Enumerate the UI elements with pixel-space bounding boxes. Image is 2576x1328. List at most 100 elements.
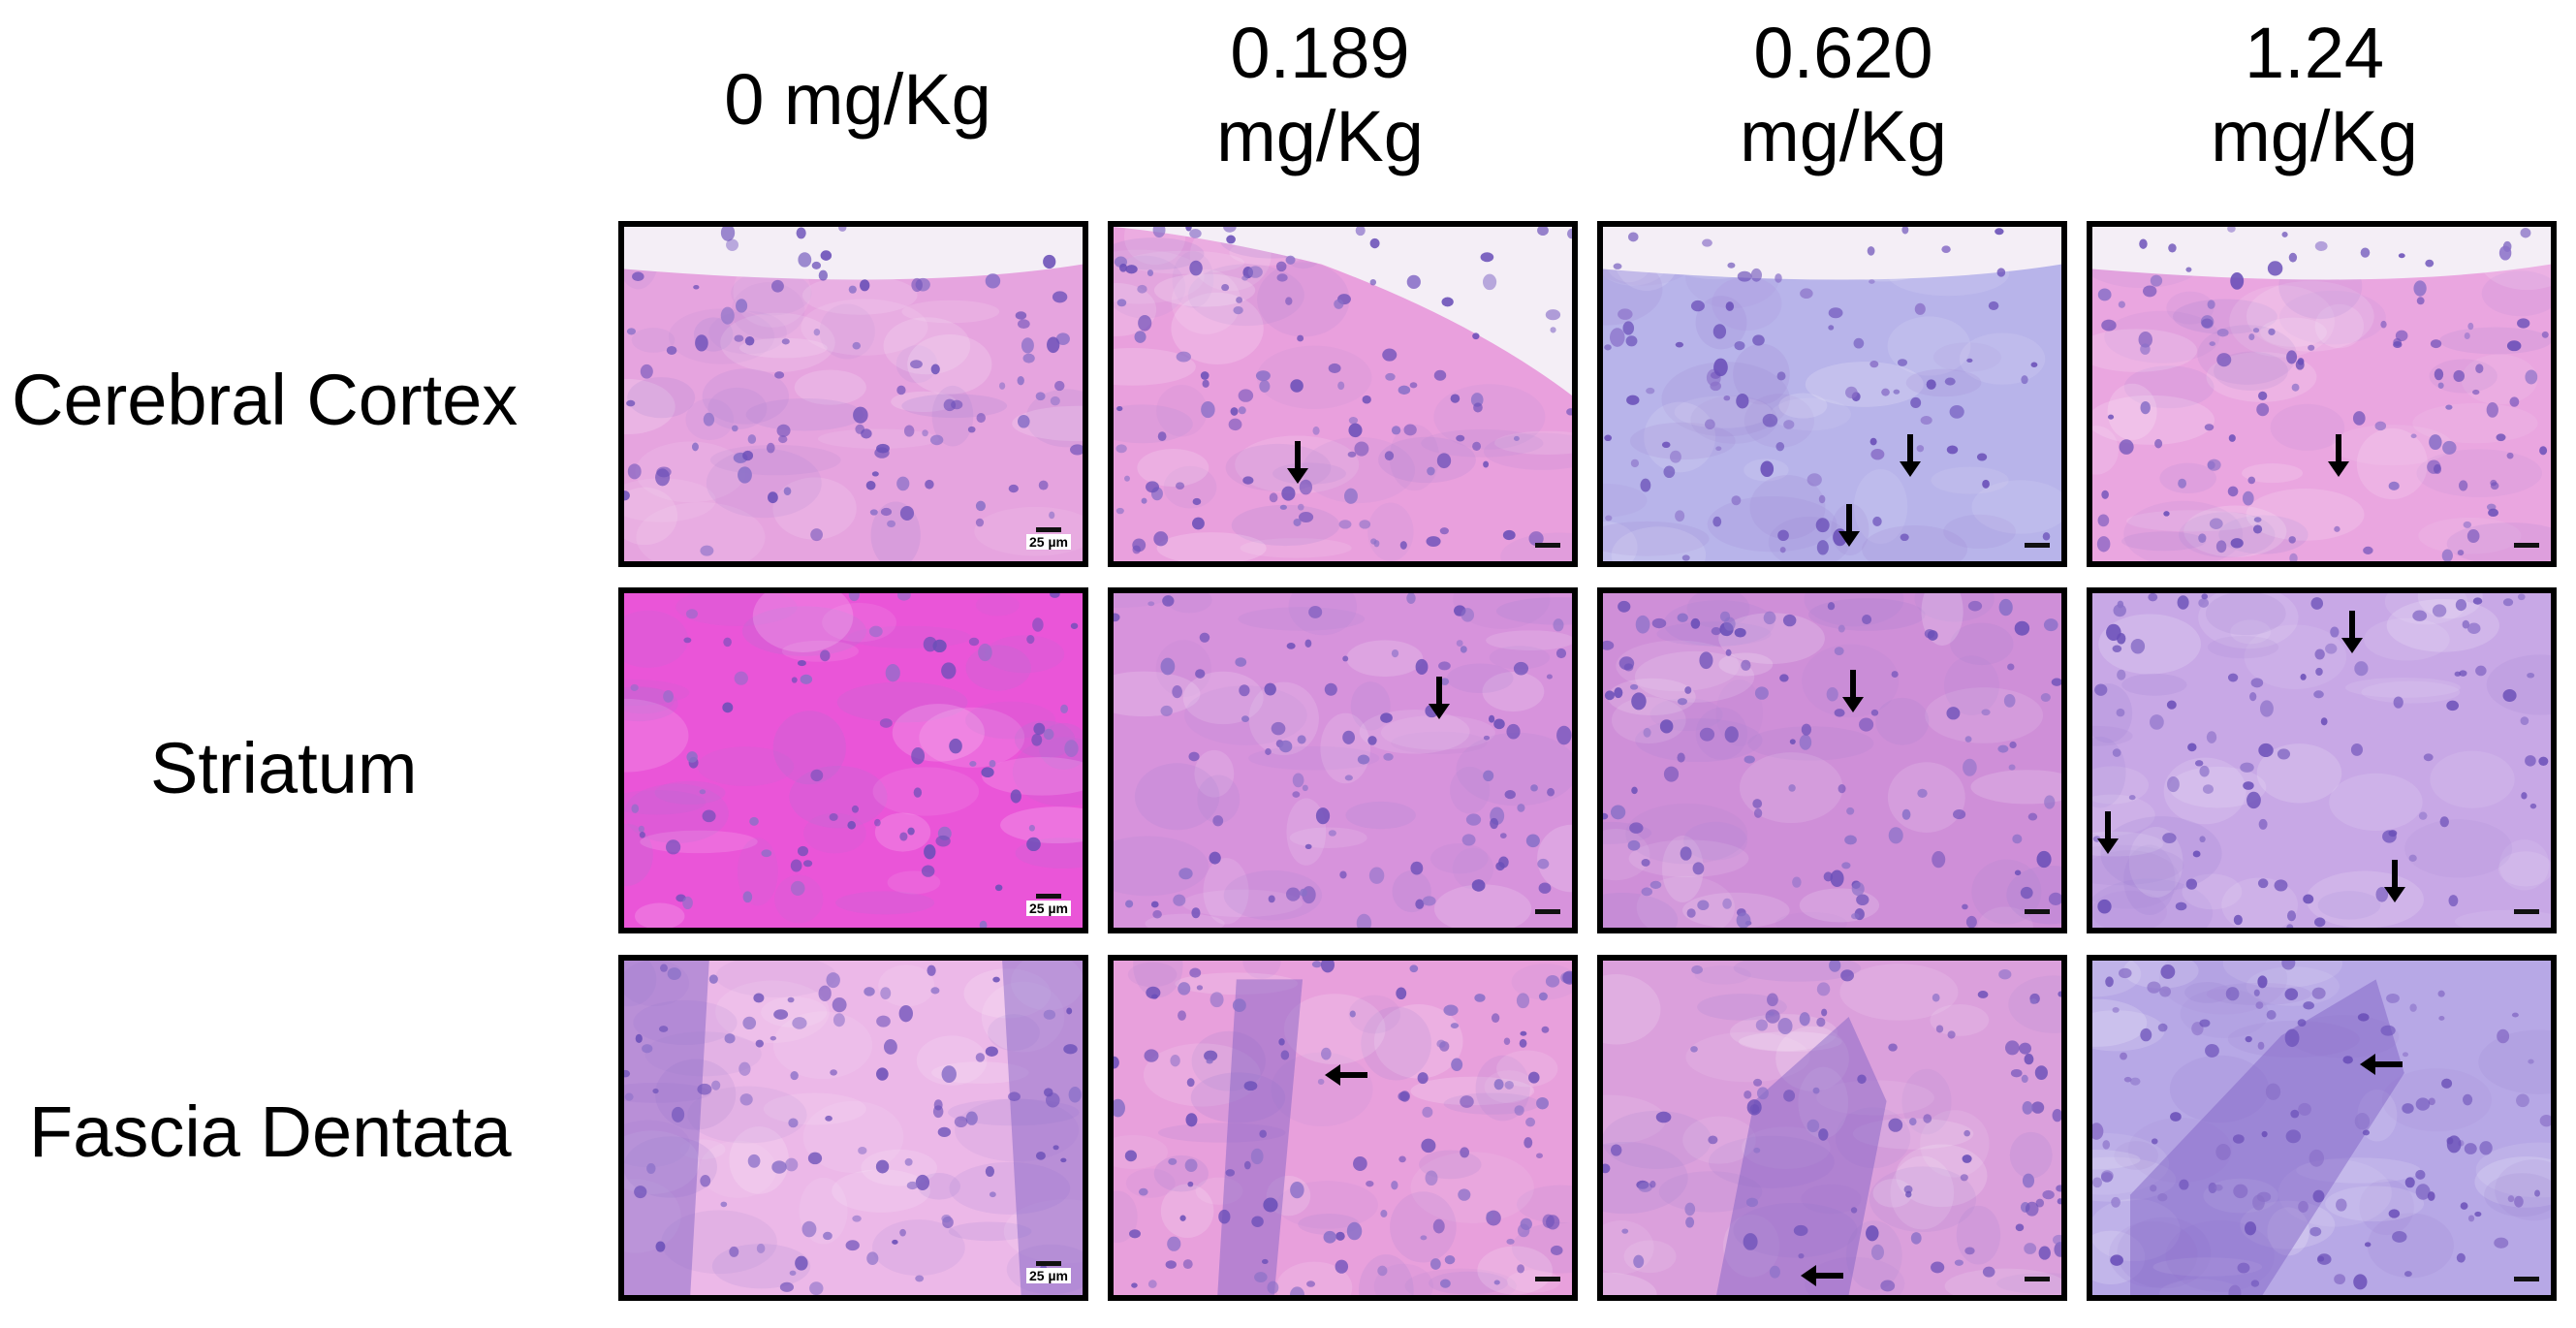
scale-bar — [2514, 909, 2539, 916]
cell-nucleus — [1281, 1050, 1290, 1059]
scale-bar-line — [1535, 1277, 1560, 1281]
cell-nucleus — [830, 813, 838, 821]
cell-nucleus — [2105, 976, 2114, 987]
tissue-blotch — [1349, 996, 1400, 1034]
cell-nucleus — [2268, 261, 2282, 275]
cell-nucleus — [1662, 442, 1671, 448]
cell-nucleus — [1652, 618, 1667, 628]
cell-nucleus — [1353, 1156, 1367, 1171]
cell-nucleus — [1137, 285, 1147, 294]
micrograph-cerebral-cortex-0189mg — [1108, 221, 1578, 567]
cell-nucleus — [1948, 1030, 1956, 1038]
cell-nucleus — [2290, 1110, 2299, 1119]
cell-nucleus — [2286, 924, 2293, 928]
cell-nucleus — [910, 360, 923, 368]
cell-nucleus — [1251, 1217, 1264, 1227]
cell-nucleus — [1359, 520, 1370, 528]
micrograph-fascia-dentata-0620mg — [1597, 955, 2067, 1301]
cell-nucleus — [2403, 1052, 2408, 1057]
cell-nucleus — [2111, 1197, 2120, 1208]
cell-nucleus — [1869, 361, 1878, 367]
cell-nucleus — [2540, 1115, 2551, 1126]
cell-nucleus — [1770, 1266, 1780, 1279]
cell-nucleus — [2467, 529, 2480, 543]
cell-nucleus — [1851, 1207, 1857, 1213]
cell-nucleus — [2147, 981, 2160, 993]
cell-nucleus — [1011, 789, 1021, 803]
cell-nucleus — [1556, 726, 1571, 745]
cell-nucleus — [1871, 1245, 1884, 1260]
cell-nucleus — [1358, 755, 1369, 765]
cell-nucleus — [2438, 382, 2444, 388]
cell-nucleus — [1044, 729, 1054, 740]
cell-nucleus — [1254, 1272, 1268, 1282]
cell-nucleus — [1731, 495, 1741, 505]
cell-nucleus — [1754, 808, 1762, 818]
tissue-blotch — [2478, 1030, 2551, 1094]
tissue-blotch — [2159, 463, 2216, 493]
cell-nucleus — [1178, 982, 1190, 995]
cell-nucleus — [1229, 419, 1242, 430]
cell-nucleus — [995, 884, 1002, 891]
cell-nucleus — [2193, 850, 2201, 857]
tissue-blotch — [1603, 1273, 1657, 1295]
lesion-arrow-icon — [1429, 677, 1450, 719]
cell-nucleus — [2287, 910, 2296, 921]
cell-nucleus — [1312, 961, 1322, 967]
micrograph-fascia-dentata-0189mg — [1108, 955, 1578, 1301]
cell-nucleus — [932, 640, 946, 652]
cell-nucleus — [1492, 1013, 1499, 1023]
cell-nucleus — [2251, 678, 2264, 687]
cell-nucleus — [1418, 1072, 1429, 1084]
tissue-blotch — [2010, 1132, 2053, 1179]
cell-nucleus — [949, 739, 962, 753]
lesion-arrow-icon — [2328, 434, 2349, 477]
cell-nucleus — [1462, 834, 1476, 845]
cell-nucleus — [1187, 1182, 1193, 1187]
cell-nucleus — [1775, 273, 1782, 283]
cell-nucleus — [1838, 625, 1845, 633]
cell-nucleus — [1862, 615, 1871, 624]
tissue-blotch — [1126, 1168, 1176, 1197]
cell-nucleus — [1064, 740, 1078, 757]
cell-nucleus — [1484, 736, 1490, 741]
cell-nucleus — [1752, 799, 1762, 808]
tissue-blotch — [835, 891, 934, 914]
scale-bar-line — [1036, 1261, 1061, 1266]
cell-nucleus — [2117, 670, 2125, 680]
cell-nucleus — [864, 987, 874, 996]
cell-nucleus — [1851, 913, 1860, 919]
cell-nucleus — [1325, 683, 1337, 696]
cell-nucleus — [2416, 1184, 2431, 1199]
cell-nucleus — [1997, 268, 2006, 276]
cell-nucleus — [2205, 1044, 2219, 1058]
cell-nucleus — [2459, 670, 2466, 676]
scale-bar-label: 25 µm — [1026, 901, 1071, 916]
cell-nucleus — [2456, 599, 2466, 611]
tissue-blotch — [1257, 346, 1372, 409]
cell-nucleus — [659, 1026, 668, 1032]
row-label-fascia-dentata: Fascia Dentata — [29, 1091, 512, 1174]
cell-nucleus — [660, 964, 668, 972]
scale-bar-line — [2514, 543, 2539, 548]
cell-nucleus — [899, 1229, 906, 1237]
cell-nucleus — [2052, 679, 2061, 686]
tissue-blotch — [1477, 1247, 1553, 1295]
cell-nucleus — [1117, 299, 1127, 306]
tissue-blotch — [2487, 654, 2551, 714]
cell-nucleus — [1049, 512, 1054, 520]
cell-nucleus — [1047, 337, 1059, 354]
cell-nucleus — [1392, 649, 1398, 657]
cell-nucleus — [830, 1069, 837, 1075]
cell-nucleus — [1187, 1078, 1195, 1087]
cell-nucleus — [1279, 741, 1292, 753]
cell-nucleus — [876, 1160, 889, 1174]
cell-nucleus — [756, 1040, 764, 1048]
cell-nucleus — [1158, 431, 1167, 441]
cell-nucleus — [2110, 1254, 2123, 1265]
cell-nucleus — [1682, 554, 1690, 560]
cell-nucleus — [2019, 1043, 2031, 1055]
cell-nucleus — [683, 638, 691, 644]
cell-nucleus — [1348, 424, 1362, 437]
cell-nucleus — [914, 787, 922, 797]
